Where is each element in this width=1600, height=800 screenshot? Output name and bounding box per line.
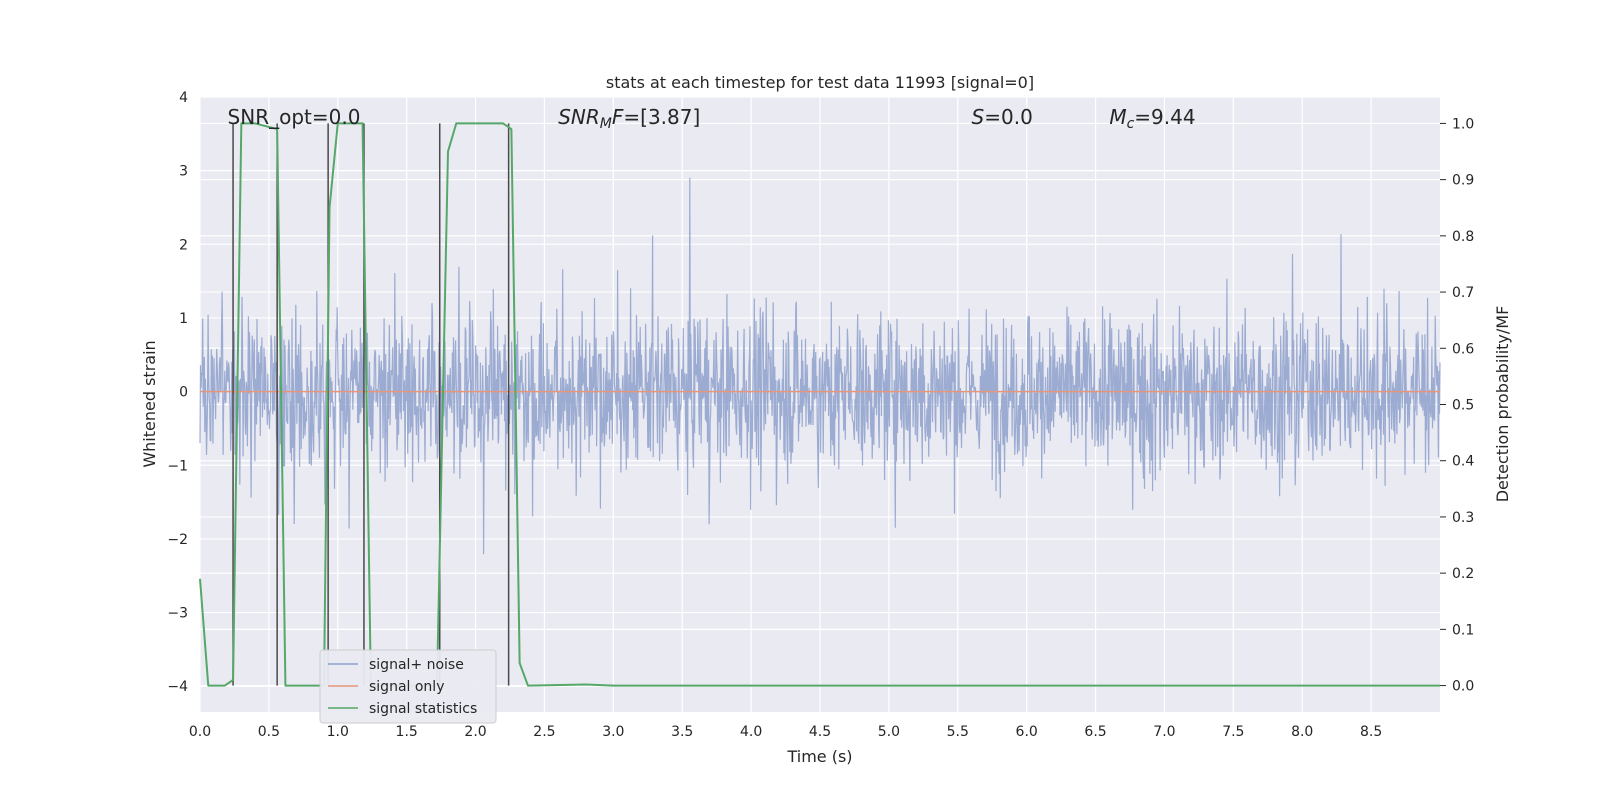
y2-axis-label: Detection probability/MF [1493,306,1512,503]
annotations: SNR_opt=0.0 SNRMF=[3.87] S=0.0 Mc=9.44 [228,105,1196,132]
y-tick-label-6: 2 [179,237,188,253]
x-tick-label-17: 8.5 [1360,724,1382,740]
y-tick-label-3: −1 [167,458,188,474]
y2-tick-label-9: 0.9 [1452,173,1474,189]
x-axis-label: Time (s) [786,747,852,766]
y-tick-label-8: 4 [179,90,188,106]
series-line-signal-plus-noise [199,177,1441,555]
y-axis-label: Whitened strain [140,340,159,467]
y2-tick-label-6: 0.6 [1452,341,1474,357]
y2-tick-label-10: 1.0 [1452,116,1474,132]
legend: signal+ noise signal only signal statist… [319,649,497,724]
y2-tick-label-7: 0.7 [1452,285,1474,301]
legend-label-signal-statistics: signal statistics [369,701,477,717]
annotation-0: SNR_opt=0.0 [228,105,361,129]
x-tick-label-10: 5.0 [878,724,900,740]
series-signal-statistics [199,122,1440,687]
x-tick-label-16: 8.0 [1291,724,1313,740]
x-tick-label-14: 7.0 [1153,724,1175,740]
x-tick-label-12: 6.0 [1016,724,1038,740]
y-tick-label-5: 1 [179,311,188,327]
series-signal-plus-noise [199,177,1441,555]
x-tick-label-7: 3.5 [671,724,693,740]
annotation-3: Mc=9.44 [1109,105,1195,132]
y-tick-labels: −4 −3 −2 −1 0 1 2 3 4 [167,90,188,695]
y-tick-label-0: −4 [167,679,188,695]
y2-tick-label-4: 0.4 [1452,454,1474,470]
x-tick-label-3: 1.5 [396,724,418,740]
x-tick-label-1: 0.5 [258,724,280,740]
x-tick-label-13: 6.5 [1084,724,1106,740]
legend-box [319,649,497,724]
y-tick-label-2: −2 [167,532,188,548]
x-tick-label-2: 1.0 [327,724,349,740]
y2-tick-label-2: 0.2 [1452,566,1474,582]
y2-tick-label-0: 0.0 [1452,679,1474,695]
y-tick-label-1: −3 [167,606,188,622]
x-tick-label-8: 4.0 [740,724,762,740]
annotation-1: SNRMF=[3.87] [558,105,700,132]
y2-tick-label-8: 0.8 [1452,229,1474,245]
x-tick-label-15: 7.5 [1222,724,1244,740]
y-tick-label-4: 0 [179,385,188,401]
y2-tick-label-3: 0.3 [1452,510,1474,526]
x-tick-labels: 0.0 0.5 1.0 1.5 2.0 2.5 3.0 3.5 4.0 4.5 5.0 5.5 6.0 6… [189,724,1382,740]
annotation-2: S=0.0 [972,105,1033,129]
y2-tick-label-5: 0.5 [1452,398,1474,414]
x-tick-label-11: 5.5 [947,724,969,740]
y2-tick-label-1: 0.1 [1452,622,1474,638]
y2-tick-labels: 0.0 0.1 0.2 0.3 0.4 0.5 0.6 0.7 0.8 0.9 1.0 [1440,116,1474,695]
x-tick-label-5: 2.5 [533,724,555,740]
chart-title: stats at each timestep for test data 119… [606,73,1034,92]
x-tick-label-6: 3.0 [602,724,624,740]
legend-label-signal-only: signal only [369,679,444,695]
x-tick-label-0: 0.0 [189,724,211,740]
series-line-signal-statistics [199,122,1440,687]
x-tick-label-4: 2.0 [464,724,486,740]
x-tick-label-9: 4.5 [809,724,831,740]
legend-label-signal-plus-noise: signal+ noise [369,657,464,673]
y-tick-label-7: 3 [179,164,188,180]
